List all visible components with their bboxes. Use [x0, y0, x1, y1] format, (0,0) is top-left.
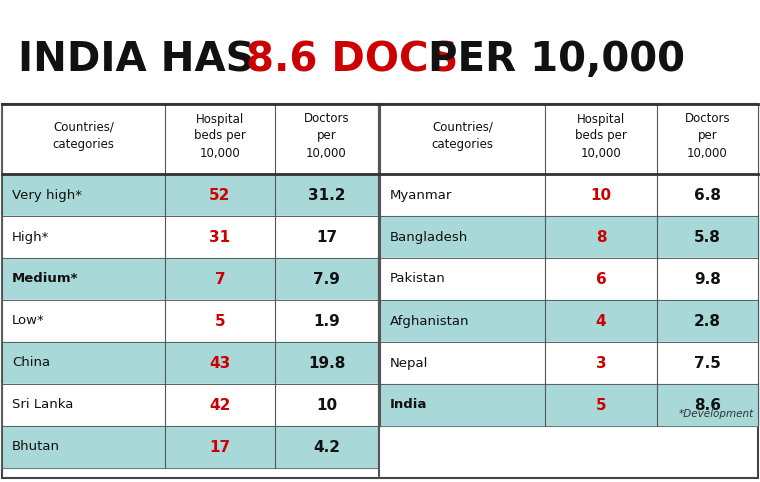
- Bar: [380, 216, 758, 258]
- Text: High*: High*: [12, 230, 49, 243]
- Text: Bhutan: Bhutan: [12, 441, 60, 454]
- Bar: [2, 104, 758, 478]
- Text: 5.8: 5.8: [694, 229, 721, 244]
- Text: 6.8: 6.8: [694, 187, 721, 202]
- Bar: [2, 216, 378, 258]
- Text: Medium*: Medium*: [12, 272, 78, 285]
- Text: India: India: [390, 399, 427, 412]
- Text: Countries/
categories: Countries/ categories: [432, 121, 493, 151]
- Text: 17: 17: [210, 440, 230, 455]
- Text: 7.9: 7.9: [313, 271, 340, 286]
- Text: 8.6 DOCS: 8.6 DOCS: [246, 40, 458, 80]
- Text: 1.9: 1.9: [313, 313, 340, 329]
- Text: Very high*: Very high*: [12, 188, 82, 201]
- Text: 5: 5: [214, 313, 225, 329]
- Bar: [2, 384, 378, 426]
- Text: 6: 6: [596, 271, 606, 286]
- Text: 8.6: 8.6: [694, 398, 721, 413]
- Text: Sri Lanka: Sri Lanka: [12, 399, 74, 412]
- Bar: [2, 300, 378, 342]
- Text: INDIA HAS: INDIA HAS: [18, 40, 268, 80]
- Text: Afghanistan: Afghanistan: [390, 314, 470, 327]
- Text: 31.2: 31.2: [308, 187, 345, 202]
- Bar: [380, 104, 758, 174]
- Bar: [380, 342, 758, 384]
- Text: 17: 17: [316, 229, 337, 244]
- Text: Doctors
per
10,000: Doctors per 10,000: [685, 112, 730, 160]
- Text: 4: 4: [596, 313, 606, 329]
- Text: Hospital
beds per
10,000: Hospital beds per 10,000: [575, 112, 627, 160]
- Bar: [380, 300, 758, 342]
- Text: 52: 52: [209, 187, 231, 202]
- Text: Doctors
per
10,000: Doctors per 10,000: [304, 112, 350, 160]
- Text: Low*: Low*: [12, 314, 45, 327]
- Text: Pakistan: Pakistan: [390, 272, 446, 285]
- Text: PER 10,000: PER 10,000: [414, 40, 685, 80]
- Bar: [2, 174, 378, 216]
- Text: 2.8: 2.8: [694, 313, 721, 329]
- Bar: [2, 104, 378, 174]
- Text: Bangladesh: Bangladesh: [390, 230, 468, 243]
- Bar: [380, 174, 758, 216]
- Text: 7: 7: [214, 271, 225, 286]
- Bar: [2, 426, 378, 468]
- Text: 31: 31: [210, 229, 230, 244]
- Text: 3: 3: [596, 356, 606, 371]
- Text: Hospital
beds per
10,000: Hospital beds per 10,000: [194, 112, 246, 160]
- Text: 4.2: 4.2: [313, 440, 340, 455]
- Text: China: China: [12, 357, 50, 370]
- Text: 8: 8: [596, 229, 606, 244]
- Text: 9.8: 9.8: [694, 271, 721, 286]
- Bar: [380, 258, 758, 300]
- Text: Countries/
categories: Countries/ categories: [52, 121, 115, 151]
- Text: 43: 43: [209, 356, 230, 371]
- Text: *Development: *Development: [679, 409, 754, 419]
- Text: 10: 10: [591, 187, 612, 202]
- Text: 10: 10: [316, 398, 337, 413]
- Text: Myanmar: Myanmar: [390, 188, 452, 201]
- Text: 7.5: 7.5: [694, 356, 721, 371]
- Text: Nepal: Nepal: [390, 357, 429, 370]
- Bar: [2, 258, 378, 300]
- Text: 42: 42: [209, 398, 231, 413]
- Bar: [380, 384, 758, 426]
- Text: 5: 5: [596, 398, 606, 413]
- Bar: [2, 342, 378, 384]
- Text: 19.8: 19.8: [308, 356, 345, 371]
